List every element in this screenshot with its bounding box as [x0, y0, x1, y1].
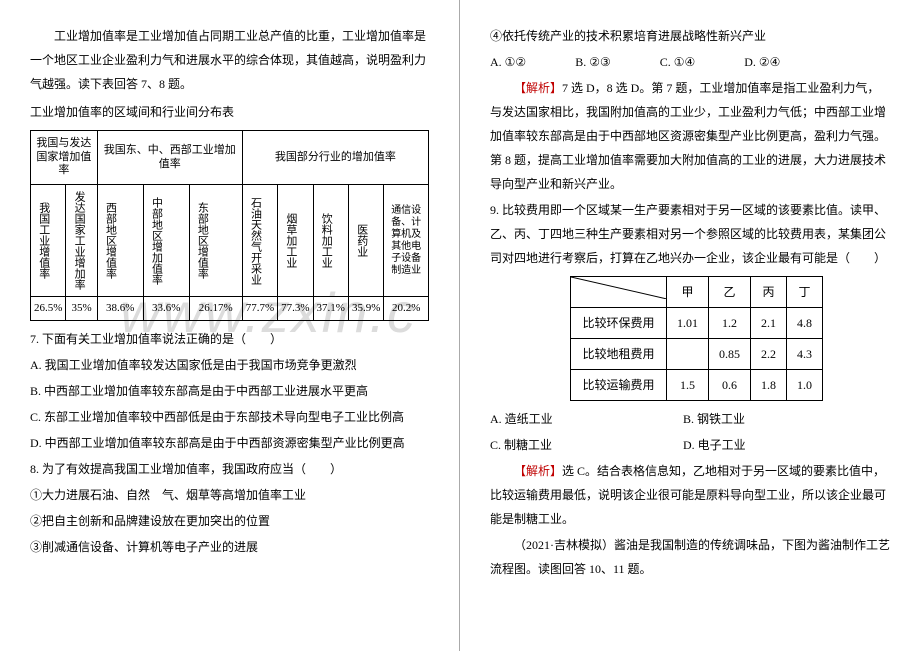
tbl1-h2: 我国东、中、西部工业增加值率: [97, 131, 242, 185]
q8-option-2: ②把自主创新和品牌建设放在更加突出的位置: [30, 509, 429, 533]
q8-choice-a: A. ①②: [490, 50, 526, 74]
industry-value-table: 我国与发达国家增加值率 我国东、中、西部工业增加值率 我国部分行业的增加值率 我…: [30, 130, 429, 321]
tbl2-r0-3: 4.8: [787, 308, 823, 339]
tbl2-r0-1: 1.2: [709, 308, 751, 339]
tbl2-r1-1: 0.85: [709, 339, 751, 370]
intro-paragraph: 工业增加值率是工业增加值占同期工业总产值的比重，工业增加值率是一个地区工业企业盈…: [30, 24, 429, 96]
question-8: 8. 为了有效提高我国工业增加值率，我国政府应当（ ）: [30, 457, 429, 481]
tbl1-v-7: 37.1%: [313, 297, 348, 321]
tbl2-r2-2: 1.8: [751, 370, 787, 401]
table-row: 比较地租费用 0.85 2.2 4.3: [571, 339, 823, 370]
tbl1-h1: 我国与发达国家增加值率: [31, 131, 98, 185]
tbl1-rh-3: 中部地区增加值率: [147, 193, 165, 289]
tbl1-v-8: 35.9%: [348, 297, 383, 321]
analysis-label-9: 【解析】: [514, 464, 562, 478]
q8-choices: A. ①② B. ②③ C. ①④ D. ②④: [490, 50, 890, 74]
q8-option-4: ④依托传统产业的技术积累培育进展战略性新兴产业: [490, 24, 890, 48]
tbl1-v-6: 77.3%: [278, 297, 313, 321]
tbl1-rh-9: 通信设备、计算机及其他电子设备制造业: [387, 201, 425, 281]
q7-option-c: C. 东部工业增加值率较中西部低是由于东部技术导向型电子工业比例高: [30, 405, 429, 429]
question-9: 9. 比较费用即一个区域某一生产要素相对于另一区域的该要素比值。读甲、乙、丙、丁…: [490, 198, 890, 270]
tbl2-r1-3: 4.3: [787, 339, 823, 370]
cost-comparison-table: 甲 乙 丙 丁 比较环保费用 1.01 1.2 2.1 4.8 比较地租费用 0…: [570, 276, 823, 401]
tbl1-rh-5: 石油天然气开采业: [246, 193, 264, 289]
tbl2-r2-k: 比较运输费用: [571, 370, 667, 401]
tbl2-r0-k: 比较环保费用: [571, 308, 667, 339]
tbl1-rh-8: 医药业: [352, 220, 370, 261]
q7-option-d: D. 中西部工业增加值率较东部高是由于中西部资源密集型产业比例更高: [30, 431, 429, 455]
page: 工业增加值率是工业增加值占同期工业总产值的比重，工业增加值率是一个地区工业企业盈…: [0, 0, 920, 651]
tbl1-rh-2: 西部地区增值率: [101, 198, 119, 283]
tbl2-r1-k: 比较地租费用: [571, 339, 667, 370]
tbl2-r0-0: 1.01: [667, 308, 709, 339]
tbl2-col-3: 丁: [787, 277, 823, 308]
analysis-7-8: 【解析】7 选 D，8 选 D。第 7 题，工业增加值率是指工业盈利力气，与发达…: [490, 76, 890, 196]
question-7: 7. 下面有关工业增加值率说法正确的是（ ）: [30, 327, 429, 351]
tbl2-col-0: 甲: [667, 277, 709, 308]
q9-choice-b: B. 钢铁工业: [683, 407, 873, 431]
tbl2-r2-1: 0.6: [709, 370, 751, 401]
analysis-9: 【解析】选 C。结合表格信息知，乙地相对于另一区域的要素比值中，比较运输费用最低…: [490, 459, 890, 531]
tbl2-r2-3: 1.0: [787, 370, 823, 401]
tbl2-r2-0: 1.5: [667, 370, 709, 401]
tbl1-v-5: 77.7%: [242, 297, 277, 321]
q9-choice-d: D. 电子工业: [683, 433, 873, 457]
analysis-7-8-text: 7 选 D，8 选 D。第 7 题，工业增加值率是指工业盈利力气，与发达国家相比…: [490, 81, 886, 191]
left-column: 工业增加值率是工业增加值占同期工业总产值的比重，工业增加值率是一个地区工业企业盈…: [0, 0, 460, 651]
tbl1-v-4: 26.17%: [189, 297, 242, 321]
q7-option-b: B. 中西部工业增加值率较东部高是由于中西部工业进展水平更高: [30, 379, 429, 403]
q9-choices-row2: C. 制糖工业 D. 电子工业: [490, 433, 890, 457]
tbl2-r1-2: 2.2: [751, 339, 787, 370]
table-title: 工业增加值率的区域间和行业间分布表: [30, 100, 429, 124]
tbl2-r1-0: [667, 339, 709, 370]
tbl1-rh-0: 我国工业增值率: [34, 198, 52, 283]
q8-option-1: ①大力进展石油、自然 气、烟草等高增加值率工业: [30, 483, 429, 507]
tbl2-r0-2: 2.1: [751, 308, 787, 339]
tbl1-v-1: 35%: [66, 297, 97, 321]
q8-choice-b: B. ②③: [575, 50, 611, 74]
tbl1-rh-7: 饮料加工业: [317, 209, 335, 272]
tbl1-rh-6: 烟草加工业: [281, 209, 299, 272]
q9-choices-row1: A. 造纸工业 B. 钢铁工业: [490, 407, 890, 431]
tbl1-rh-1: 发达国家工业增加率: [69, 187, 87, 294]
tbl1-v-9: 20.2%: [384, 297, 429, 321]
q7-option-a: A. 我国工业增加值率较发达国家低是由于我国市场竞争更激烈: [30, 353, 429, 377]
tbl2-col-1: 乙: [709, 277, 751, 308]
tbl2-col-2: 丙: [751, 277, 787, 308]
q8-choice-c: C. ①④: [660, 50, 696, 74]
tbl1-v-2: 38.6%: [97, 297, 143, 321]
table-row: 比较运输费用 1.5 0.6 1.8 1.0: [571, 370, 823, 401]
tbl1-v-3: 33.6%: [143, 297, 189, 321]
q9-choice-a: A. 造纸工业: [490, 407, 680, 431]
q8-choice-d: D. ②④: [744, 50, 780, 74]
table-row: 比较环保费用 1.01 1.2 2.1 4.8: [571, 308, 823, 339]
q8-option-3: ③削减通信设备、计算机等电子产业的进展: [30, 535, 429, 559]
tbl1-h3: 我国部分行业的增加值率: [242, 131, 428, 185]
tbl1-rh-4: 东部地区增值率: [193, 198, 211, 283]
right-column: ④依托传统产业的技术积累培育进展战略性新兴产业 A. ①② B. ②③ C. ①…: [460, 0, 920, 651]
tbl1-v-0: 26.5%: [31, 297, 66, 321]
analysis-label: 【解析】: [514, 81, 562, 95]
q9-choice-c: C. 制糖工业: [490, 433, 680, 457]
tbl2-diag-header: [571, 277, 667, 308]
question-10-11-intro: （2021·吉林模拟）酱油是我国制造的传统调味品，下图为酱油制作工艺流程图。读图…: [490, 533, 890, 581]
